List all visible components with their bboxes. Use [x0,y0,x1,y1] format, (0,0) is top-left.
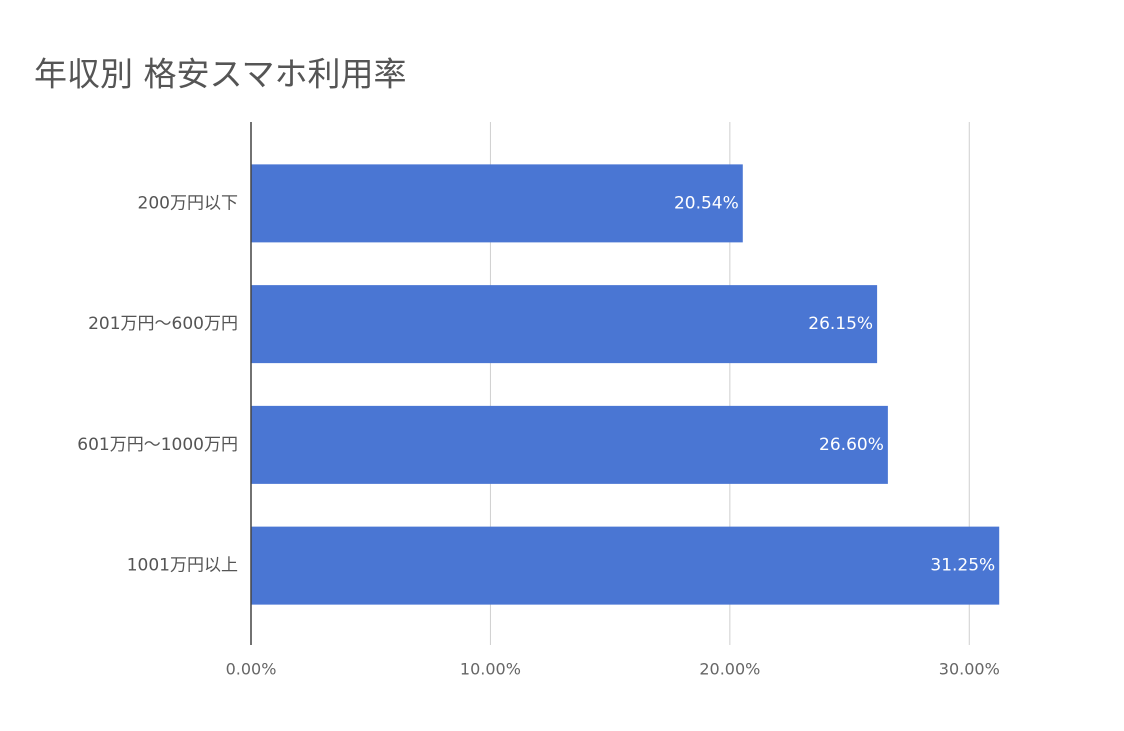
y-tick-label: 1001万円以上 [127,556,238,576]
data-label: 31.25% [930,556,995,576]
x-tick-label: 30.00% [939,660,1000,679]
data-label: 20.54% [674,193,739,213]
y-tick-label: 200万円以下 [138,193,238,213]
bar [251,405,888,484]
bar [251,164,743,243]
bar [251,526,1000,605]
data-label: 26.15% [808,314,873,334]
y-tick-label: 601万円〜1000万円 [77,435,238,455]
x-tick-label: 10.00% [460,660,521,679]
x-tick-label: 0.00% [226,660,277,679]
chart-title: 年収別 格安スマホ利用率 [34,55,407,94]
y-tick-label: 201万円〜600万円 [88,314,238,334]
x-tick-label: 20.00% [699,660,760,679]
bar [251,285,878,364]
data-label: 26.60% [819,435,884,455]
